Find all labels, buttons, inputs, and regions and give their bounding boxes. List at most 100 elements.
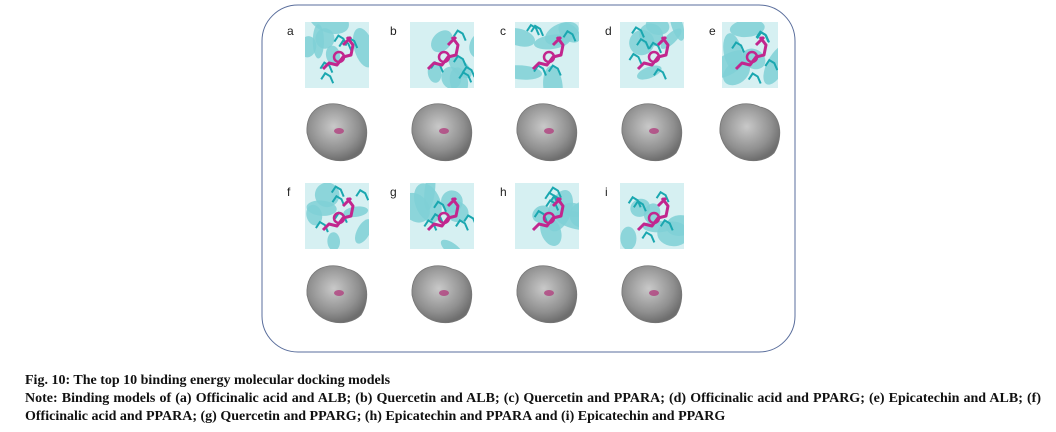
ribbon	[620, 226, 637, 249]
ribbons	[620, 183, 684, 249]
residue	[320, 71, 335, 84]
docking-view	[620, 22, 684, 162]
surface-ligand	[544, 128, 554, 134]
docking-view	[305, 183, 369, 324]
docking-view	[410, 22, 474, 162]
residue	[747, 72, 762, 84]
residue	[631, 26, 645, 38]
residue	[453, 54, 467, 67]
ribbon	[431, 30, 453, 53]
ligand-ring	[542, 50, 556, 64]
ribbon	[354, 219, 369, 244]
ribbons	[305, 22, 369, 88]
ribbon	[410, 192, 430, 223]
surface	[719, 103, 781, 162]
residue	[628, 52, 643, 65]
residue	[355, 188, 369, 201]
residue	[547, 64, 562, 76]
ligand-ring	[542, 211, 556, 225]
residue	[430, 212, 445, 225]
residue	[636, 37, 650, 50]
ribbon	[440, 239, 464, 249]
ribbon	[515, 28, 535, 47]
residue	[633, 199, 647, 212]
ligand-ring	[437, 211, 451, 225]
residue	[653, 67, 667, 80]
panel-label: i	[605, 185, 608, 199]
surface-ligand	[334, 128, 344, 134]
residue	[455, 219, 469, 231]
ribbon	[543, 65, 563, 88]
residue	[764, 58, 778, 71]
residue	[627, 195, 642, 208]
residue	[544, 191, 559, 204]
surface-ligand	[544, 290, 554, 296]
residue	[548, 186, 562, 199]
ribbon	[515, 65, 543, 80]
surface-ligand	[649, 128, 659, 134]
docking-view	[410, 183, 474, 324]
ribbons	[410, 183, 474, 249]
surface-ligand	[439, 290, 449, 296]
docking-view	[620, 183, 684, 324]
ribbon	[636, 65, 662, 80]
docking-view	[305, 22, 369, 162]
panel-label: e	[709, 24, 716, 38]
docking-view	[719, 22, 781, 162]
panel-label: f	[287, 185, 291, 199]
ribbons	[515, 183, 579, 249]
ribbon	[352, 28, 369, 68]
residue	[641, 231, 656, 243]
residue	[533, 64, 547, 76]
docking-view	[515, 22, 579, 162]
ribbon	[545, 22, 579, 46]
ribbon	[729, 22, 765, 38]
residue	[423, 219, 438, 231]
ribbon	[630, 198, 651, 217]
residue	[331, 194, 346, 207]
panel-label: d	[605, 24, 612, 38]
residue	[659, 219, 674, 231]
residue	[433, 200, 447, 213]
residue	[461, 65, 474, 78]
residue	[330, 185, 345, 197]
ligand-ring	[332, 211, 346, 225]
caption-note: Note: Binding models of (a) Officinalic …	[25, 391, 1041, 424]
ligand-ring	[647, 211, 661, 225]
panel-label: g	[390, 185, 397, 199]
ribbons	[305, 183, 369, 249]
ribbon	[306, 200, 337, 216]
ribbons	[515, 22, 579, 88]
ligand-ring	[647, 50, 661, 64]
ribbon	[657, 221, 684, 247]
panel-label: c	[500, 24, 506, 38]
ribbon	[325, 45, 340, 65]
ribbon	[315, 28, 335, 49]
ribbons	[722, 22, 778, 88]
residue	[463, 214, 474, 223]
residue	[648, 41, 663, 54]
panel-label: b	[390, 24, 397, 38]
residue	[545, 199, 560, 211]
residue	[756, 31, 770, 43]
ligand-ring	[745, 50, 759, 64]
ribbon	[343, 206, 369, 218]
ribbons	[620, 22, 684, 88]
residue	[458, 71, 473, 83]
ribbons	[410, 22, 474, 88]
ribbon	[305, 36, 317, 58]
ribbon	[763, 45, 778, 85]
ligand-ring	[332, 50, 346, 64]
figure-frame	[261, 4, 796, 353]
surface-ligand	[439, 128, 449, 134]
residue	[530, 24, 545, 37]
residue	[562, 29, 577, 42]
residue	[655, 190, 670, 203]
surface-ligand	[334, 290, 344, 296]
ribbon	[327, 232, 341, 249]
residue	[731, 41, 745, 53]
surface-ligand	[649, 290, 659, 296]
ribbon	[308, 22, 349, 34]
residue	[526, 23, 540, 36]
